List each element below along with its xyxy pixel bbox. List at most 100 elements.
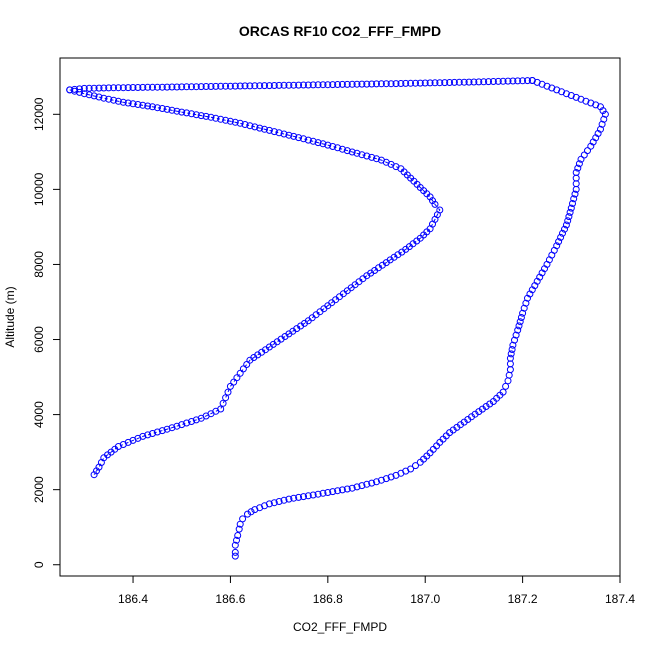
data-point: [522, 299, 530, 307]
data-point: [329, 143, 337, 150]
data-point: [465, 78, 473, 86]
data-point: [412, 79, 419, 87]
y-axis-label: Altitude (m): [3, 286, 17, 347]
data-point: [178, 421, 186, 429]
data-point: [598, 120, 606, 128]
data-point: [304, 81, 312, 89]
data-point: [188, 418, 195, 425]
data-point: [314, 81, 322, 89]
data-point: [261, 125, 268, 133]
data-point: [124, 99, 132, 107]
data-point: [353, 149, 361, 157]
data-point: [134, 84, 142, 91]
data-point: [504, 377, 512, 385]
data-point: [217, 115, 225, 123]
data-point: [244, 510, 251, 518]
data-point: [373, 478, 380, 486]
data-point: [597, 125, 604, 133]
data-point: [407, 465, 415, 473]
data-point: [192, 416, 200, 424]
data-point: [168, 83, 176, 91]
data-point: [329, 81, 337, 89]
data-point: [382, 80, 390, 88]
data-point: [80, 84, 88, 92]
data-point: [280, 496, 288, 504]
data-point: [377, 476, 385, 484]
data-point: [236, 82, 244, 90]
data-point: [300, 81, 307, 89]
data-point: [353, 80, 361, 88]
data-point: [158, 427, 166, 435]
data-point: [348, 148, 356, 156]
data-point: [124, 84, 132, 92]
data-point: [139, 101, 147, 109]
data-point: [85, 91, 93, 99]
data-point: [241, 82, 249, 90]
data-point: [207, 83, 215, 90]
data-point: [178, 83, 186, 91]
data-point: [334, 487, 342, 495]
data-point: [226, 82, 234, 90]
data-point: [555, 238, 563, 246]
data-point: [363, 480, 371, 488]
data-point: [110, 96, 118, 104]
data-point: [514, 326, 522, 334]
data-point: [280, 81, 288, 89]
data-point: [192, 83, 200, 91]
data-point: [559, 229, 566, 237]
data-point: [572, 169, 580, 176]
data-point: [178, 108, 186, 116]
data-point: [139, 83, 147, 91]
data-point: [319, 81, 327, 89]
data-point: [76, 88, 83, 96]
data-point: [562, 221, 570, 229]
data-point: [460, 78, 468, 86]
data-point: [387, 473, 395, 481]
data-point: [183, 83, 191, 91]
data-point: [90, 84, 98, 92]
data-point: [338, 80, 346, 88]
data-point: [475, 78, 483, 86]
data-point: [197, 414, 205, 422]
data-point: [319, 140, 327, 148]
data-points: [66, 77, 609, 560]
data-point: [275, 81, 283, 89]
data-point: [295, 134, 303, 142]
data-point: [324, 141, 332, 149]
data-point: [512, 331, 520, 339]
data-point: [564, 217, 572, 225]
data-point: [597, 103, 604, 111]
data-point: [507, 350, 515, 358]
data-point: [548, 84, 556, 92]
data-point: [314, 139, 322, 147]
data-point: [235, 525, 243, 533]
plot-area-frame: [59, 57, 621, 577]
data-point: [231, 82, 239, 90]
data-point: [163, 83, 171, 91]
data-point: [222, 116, 230, 124]
data-point: [202, 83, 210, 90]
data-point: [358, 80, 366, 88]
data-point: [343, 485, 351, 493]
data-point: [519, 309, 527, 317]
data-point: [207, 113, 215, 121]
data-point: [100, 94, 108, 102]
data-point: [485, 78, 492, 86]
y-tick-label: 0: [32, 561, 46, 568]
data-point: [329, 488, 337, 496]
data-point: [212, 82, 220, 90]
data-point: [168, 106, 176, 114]
series-connector-line: [69, 89, 441, 475]
data-point: [251, 82, 259, 90]
data-point: [566, 208, 574, 216]
data-point: [426, 193, 434, 201]
data-point: [508, 346, 516, 353]
data-point: [377, 80, 385, 88]
data-point: [197, 83, 205, 91]
data-point: [348, 484, 356, 492]
data-point: [570, 195, 578, 203]
data-point: [441, 79, 449, 87]
data-point: [163, 105, 171, 113]
data-point: [553, 242, 561, 250]
data-point: [246, 82, 254, 90]
